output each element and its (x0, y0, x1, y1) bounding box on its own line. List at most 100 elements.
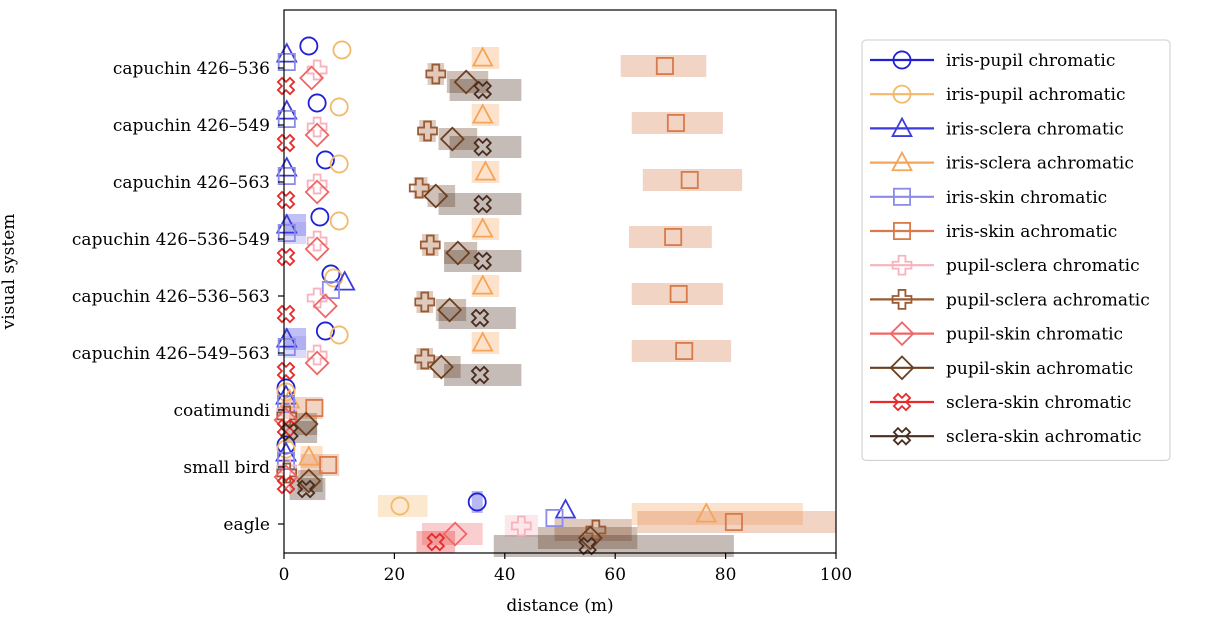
x-axis-label: distance (m) (506, 596, 613, 616)
data-point (470, 365, 490, 385)
range-band (449, 136, 522, 158)
data-point (664, 227, 683, 246)
data-point (293, 411, 319, 437)
data-point (545, 508, 564, 527)
data-point (442, 521, 468, 547)
legend-marker (891, 289, 913, 310)
data-point (275, 99, 298, 120)
data-point (277, 337, 296, 356)
legend-label: iris-skin achromatic (946, 222, 1117, 242)
data-point (299, 36, 319, 56)
data-point (666, 114, 685, 133)
range-band (422, 523, 483, 545)
data-point (467, 492, 487, 512)
range-band (631, 283, 723, 305)
range-band (427, 185, 456, 207)
range-band (637, 511, 836, 533)
data-point (307, 93, 327, 113)
legend-entry: iris-sclera chromatic (870, 116, 1124, 139)
legend-label: sclera-skin chromatic (946, 393, 1131, 413)
legend-entry: pupil-skin chromatic (870, 321, 1123, 347)
legend: iris-pupil chromatic iris-pupil achromati… (861, 39, 1171, 461)
data-point (276, 247, 296, 267)
legend-label: iris-pupil achromatic (946, 85, 1125, 105)
data-point (280, 422, 299, 442)
data-point (306, 230, 328, 252)
x-tick-label: 40 (494, 565, 516, 585)
range-band (449, 79, 522, 101)
range-band (471, 218, 500, 240)
data-point (473, 194, 493, 214)
data-point (471, 217, 494, 238)
range-band (631, 112, 723, 134)
legend-marker (893, 187, 912, 206)
data-point (426, 532, 446, 552)
range-band (471, 104, 500, 126)
data-point (473, 137, 493, 157)
data-point (315, 321, 335, 341)
range-bands (284, 47, 836, 557)
data-point (695, 502, 718, 523)
y-tick-label: coatimundi (174, 401, 271, 421)
range-band (444, 364, 522, 386)
data-point (445, 240, 471, 266)
data-point (277, 110, 296, 129)
data-point (474, 160, 497, 181)
data-point (428, 354, 454, 380)
data-point (470, 308, 490, 328)
data-point (414, 291, 436, 313)
data-point (329, 325, 349, 345)
range-band (444, 250, 522, 272)
data-point (276, 394, 295, 413)
legend-entry: sclera-skin chromatic (870, 392, 1131, 413)
data-point (304, 350, 330, 376)
data-point (554, 498, 577, 519)
range-band (416, 291, 434, 313)
data-point (297, 445, 320, 466)
x-tick-label: 80 (715, 565, 737, 585)
y-axis-label: visual system (0, 214, 19, 331)
data-point (675, 341, 694, 360)
data-point (321, 280, 340, 299)
range-band (284, 421, 318, 443)
data-point (453, 69, 479, 95)
range-band (471, 47, 500, 69)
legend-frame (861, 39, 1171, 461)
range-band (446, 71, 489, 93)
data-point (276, 451, 295, 470)
range-band (419, 120, 436, 142)
legend-entry: iris-sclera achromatic (870, 150, 1134, 174)
y-tick-label: capuchin 426–536–563 (72, 287, 270, 307)
data-point (419, 234, 441, 256)
data-point (306, 287, 328, 309)
data-point (276, 382, 296, 402)
range-band (438, 193, 522, 215)
legend-label: iris-skin chromatic (946, 188, 1107, 208)
legend-marker (889, 321, 915, 347)
data-point (277, 53, 296, 72)
data-point (425, 63, 447, 85)
data-markers (273, 36, 743, 556)
range-band (620, 55, 707, 77)
data-point (471, 46, 494, 67)
data-point (312, 293, 338, 319)
legend-entry: sclera-skin achromatic (870, 426, 1142, 447)
data-point (276, 133, 296, 153)
data-point (437, 297, 463, 323)
range-band (493, 535, 734, 557)
data-point (304, 179, 330, 205)
legend-marker (891, 254, 913, 276)
range-band (631, 340, 732, 362)
legend-label: pupil-sclera achromatic (946, 290, 1150, 310)
x-tick-label: 100 (820, 565, 852, 585)
range-band (642, 169, 743, 191)
x-axis: 0 20 40 60 80 100 (279, 553, 852, 585)
data-point (423, 183, 449, 209)
legend-marker (892, 84, 912, 104)
data-point (390, 496, 410, 516)
plot-area-frame (283, 9, 837, 554)
data-point (310, 207, 330, 227)
legend-entry: pupil-skin achromatic (870, 355, 1133, 381)
data-point (414, 348, 436, 370)
range-band (629, 226, 712, 248)
